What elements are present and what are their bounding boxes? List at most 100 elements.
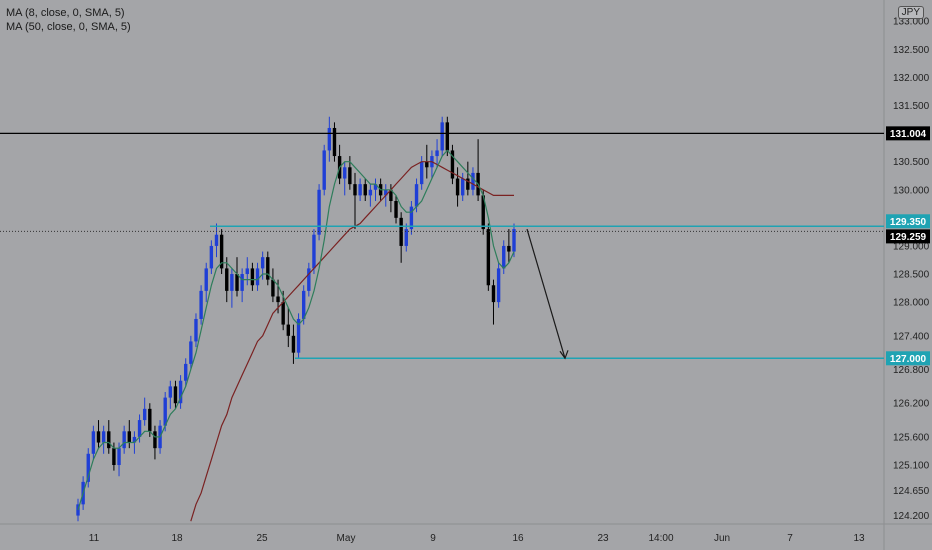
candle-body <box>86 453 90 482</box>
candle-body <box>255 268 260 286</box>
candle-body <box>240 274 244 291</box>
candle-body <box>353 184 357 196</box>
candle-body <box>471 172 475 190</box>
candle-body <box>132 436 137 443</box>
candle-body <box>358 184 362 196</box>
candle-body <box>260 257 265 269</box>
candle-body <box>394 200 398 218</box>
candle-body <box>455 178 460 196</box>
candle-body <box>502 245 506 269</box>
price-tick-label: 127.400 <box>893 331 930 342</box>
time-tick-label: 14:00 <box>648 533 673 544</box>
price-tick-label: 132.500 <box>893 45 930 56</box>
candle-body <box>322 150 326 190</box>
candle-body <box>466 178 470 190</box>
price-tick-label: 129.000 <box>893 241 930 252</box>
candle-body <box>496 268 501 303</box>
price-tick-label: 126.200 <box>893 399 930 410</box>
price-tag-label: 129.259 <box>890 232 927 243</box>
candle-body <box>163 397 167 426</box>
candle-body <box>373 184 378 190</box>
candle-body <box>512 229 516 252</box>
candle-body <box>168 386 173 398</box>
candle-body <box>332 127 337 157</box>
ma-slow-line <box>190 161 514 522</box>
time-tick-label: 9 <box>430 533 436 544</box>
candle-body <box>101 431 106 443</box>
price-tag-label: 131.004 <box>890 129 927 140</box>
candle-body <box>461 178 465 196</box>
time-tick-label: 23 <box>597 533 609 544</box>
candle-body <box>507 245 511 252</box>
projection-arrow-line <box>526 228 566 359</box>
price-tag-label: 129.350 <box>890 217 927 228</box>
candle-body <box>91 431 96 454</box>
time-tick-label: 11 <box>89 533 100 544</box>
candle-body <box>199 290 203 319</box>
candle-body <box>301 290 306 319</box>
candle-body <box>142 408 147 421</box>
price-tick-label: 132.000 <box>893 73 930 84</box>
candle-body <box>214 234 219 246</box>
price-tag-box <box>886 351 930 366</box>
candle-body <box>173 386 178 404</box>
candle-body <box>389 189 393 201</box>
candle-body <box>414 184 419 207</box>
ma-slow-legend[interactable]: MA (50, close, 0, SMA, 5) <box>6 21 131 33</box>
indicator-legend: MA (8, close, 0, SMA, 5) MA (50, close, … <box>6 6 131 34</box>
candle-body <box>107 431 111 449</box>
candle-body <box>291 335 296 353</box>
candle-body <box>219 234 224 269</box>
candle-body <box>419 161 424 185</box>
candle-body <box>296 318 301 353</box>
candle-body <box>435 150 439 157</box>
candle-body <box>491 285 496 303</box>
candle-body <box>250 268 255 286</box>
time-tick-label: 13 <box>853 533 865 544</box>
candle-body <box>225 268 229 291</box>
candle-body <box>486 229 491 286</box>
candle-body <box>363 184 367 196</box>
candle-body <box>404 229 408 246</box>
price-tick-label: 131.500 <box>893 101 930 112</box>
candle-body <box>409 206 414 230</box>
candle-body <box>127 431 131 443</box>
price-tick-label: 125.600 <box>893 432 930 443</box>
candle-body <box>137 420 142 437</box>
currency-badge[interactable]: JPY <box>897 6 924 19</box>
candle-body <box>276 296 280 303</box>
candle-body <box>445 122 450 151</box>
time-tick-label: Jun <box>714 533 730 544</box>
candle-body <box>281 302 285 325</box>
candle-body <box>245 268 249 275</box>
candle-body <box>348 167 352 185</box>
candle-body <box>312 234 316 269</box>
candle-body <box>209 245 214 269</box>
price-tick-label: 128.000 <box>893 298 930 309</box>
candle-body <box>440 122 444 151</box>
candle-body <box>204 268 208 291</box>
candle-body <box>148 408 152 432</box>
price-tick-label: 128.500 <box>893 270 930 281</box>
price-tag-box <box>886 126 930 141</box>
candle-body <box>189 341 193 364</box>
candle-body <box>178 380 183 404</box>
price-tick-label: 130.500 <box>893 157 930 168</box>
candle-body <box>481 195 485 230</box>
ma-fast-legend[interactable]: MA (8, close, 0, SMA, 5) <box>6 7 125 19</box>
price-tag-box <box>886 229 930 244</box>
price-tick-label: 125.100 <box>893 461 930 472</box>
candle-body <box>194 318 198 342</box>
price-tick-label: 130.000 <box>893 185 930 196</box>
candle-body <box>425 161 429 168</box>
candle-body <box>286 324 291 336</box>
candle-body <box>117 448 121 466</box>
time-tick-label: 7 <box>787 533 793 544</box>
candle-body <box>184 363 188 381</box>
ma-fast-line <box>77 149 515 511</box>
candle-body <box>384 189 388 196</box>
candle-body <box>112 448 116 466</box>
projection-arrow-head <box>559 350 569 360</box>
